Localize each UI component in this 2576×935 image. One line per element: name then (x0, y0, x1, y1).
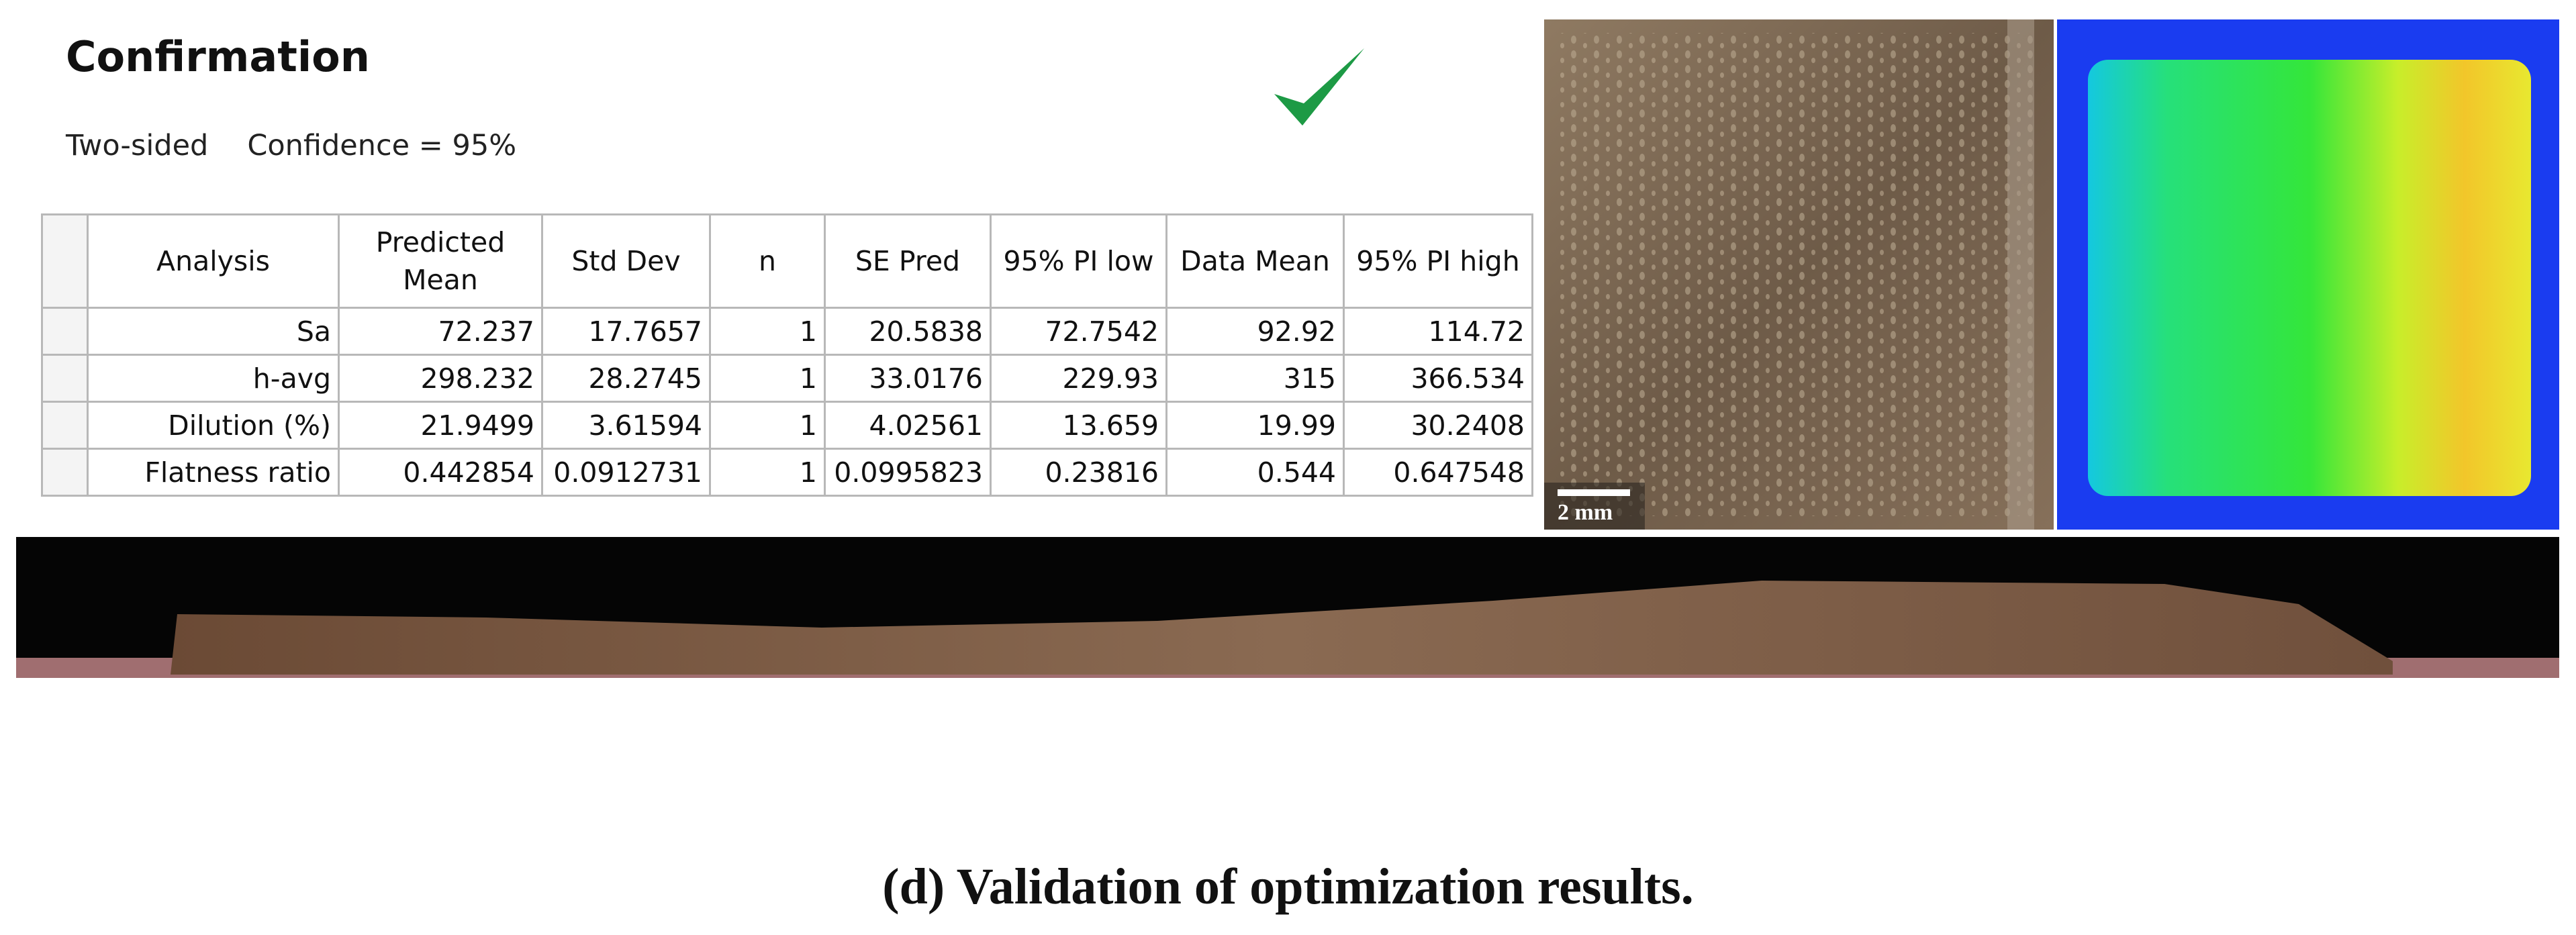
column-header: Std Dev (541, 213, 711, 309)
table-cell: 33.0176 (824, 354, 992, 403)
column-header: 95% PI high (1343, 213, 1533, 309)
sided: Two-sided (66, 129, 209, 162)
subtitle: Two-sided Confidence = 95% (66, 129, 555, 162)
column-header: SE Pred (824, 213, 992, 309)
confidence: Confidence = 95% (247, 129, 517, 162)
table-row: Flatness ratio 0.442854 0.0912731 1 0.099582… (41, 448, 1533, 497)
column-header: Data Mean (1165, 213, 1345, 309)
column-header: Analysis (87, 213, 340, 309)
row-handle (41, 401, 89, 450)
confirmation-table: Analysis Predicted Mean Std Dev n SE Pred 95%… (41, 213, 1533, 497)
table-cell: 1 (709, 401, 826, 450)
table-cell: 20.5838 (824, 307, 992, 356)
table-cell: Dilution (%) (87, 401, 340, 450)
table-cell: 1 (709, 448, 826, 497)
table-cell: 315 (1165, 354, 1345, 403)
table-cell: 0.0912731 (541, 448, 711, 497)
table-cell: 72.237 (338, 307, 543, 356)
table-cell: 1 (709, 307, 826, 356)
table-cell: 0.442854 (338, 448, 543, 497)
title: Confirmation (66, 32, 370, 81)
table-cell: 17.7657 (541, 307, 711, 356)
table-cell: 19.99 (1165, 401, 1345, 450)
table-cell: 1 (709, 354, 826, 403)
column-header: Predicted Mean (338, 213, 543, 309)
top-scale-label: 2 mm (1558, 500, 1613, 525)
table-cell: Flatness ratio (87, 448, 340, 497)
table-cell: 28.2745 (541, 354, 711, 403)
table-cell: 229.93 (990, 354, 1167, 403)
table-cell: 366.534 (1343, 354, 1533, 403)
row-handle (41, 307, 89, 356)
table-row: Dilution (%) 21.9499 3.61594 1 4.02561 13.659… (41, 401, 1533, 450)
table-cell: 30.2408 (1343, 401, 1533, 450)
column-header: 95% PI low (990, 213, 1167, 309)
cross-section-image: 1 mm (16, 537, 2559, 838)
table-cell: Sa (87, 307, 340, 356)
table-cell: 298.232 (338, 354, 543, 403)
table-cell: 92.92 (1165, 307, 1345, 356)
caption: (d) Validation of optimization results. (882, 858, 1694, 915)
table-cell: 3.61594 (541, 401, 711, 450)
row-handle (41, 354, 89, 403)
table-cell: 4.02561 (824, 401, 992, 450)
surface-images: 2 mm (1544, 19, 2559, 530)
table-cell: 114.72 (1343, 307, 1533, 356)
table-cell: 0.647548 (1343, 448, 1533, 497)
table-cell: 0.0995823 (824, 448, 992, 497)
row-handle (41, 448, 89, 497)
bottom-scale-label: 1 mm (2403, 781, 2497, 824)
column-header: n (709, 213, 826, 309)
table-cell: 21.9499 (338, 401, 543, 450)
checkmark (1274, 48, 1364, 126)
table-cell: 0.544 (1165, 448, 1345, 497)
table-cell: 72.7542 (990, 307, 1167, 356)
row-handle (41, 213, 89, 309)
table-cell: 0.23816 (990, 448, 1167, 497)
table-row: h-avg 298.232 28.2745 1 33.0176 229.93 315 366.… (41, 354, 1533, 403)
table-cell: h-avg (87, 354, 340, 403)
header-row: Analysis Predicted Mean Std Dev n SE Pred 95%… (41, 213, 1533, 309)
table-row: Sa 72.237 17.7657 1 20.5838 72.7542 92.92 114.7… (41, 307, 1533, 356)
table-cell: 13.659 (990, 401, 1167, 450)
